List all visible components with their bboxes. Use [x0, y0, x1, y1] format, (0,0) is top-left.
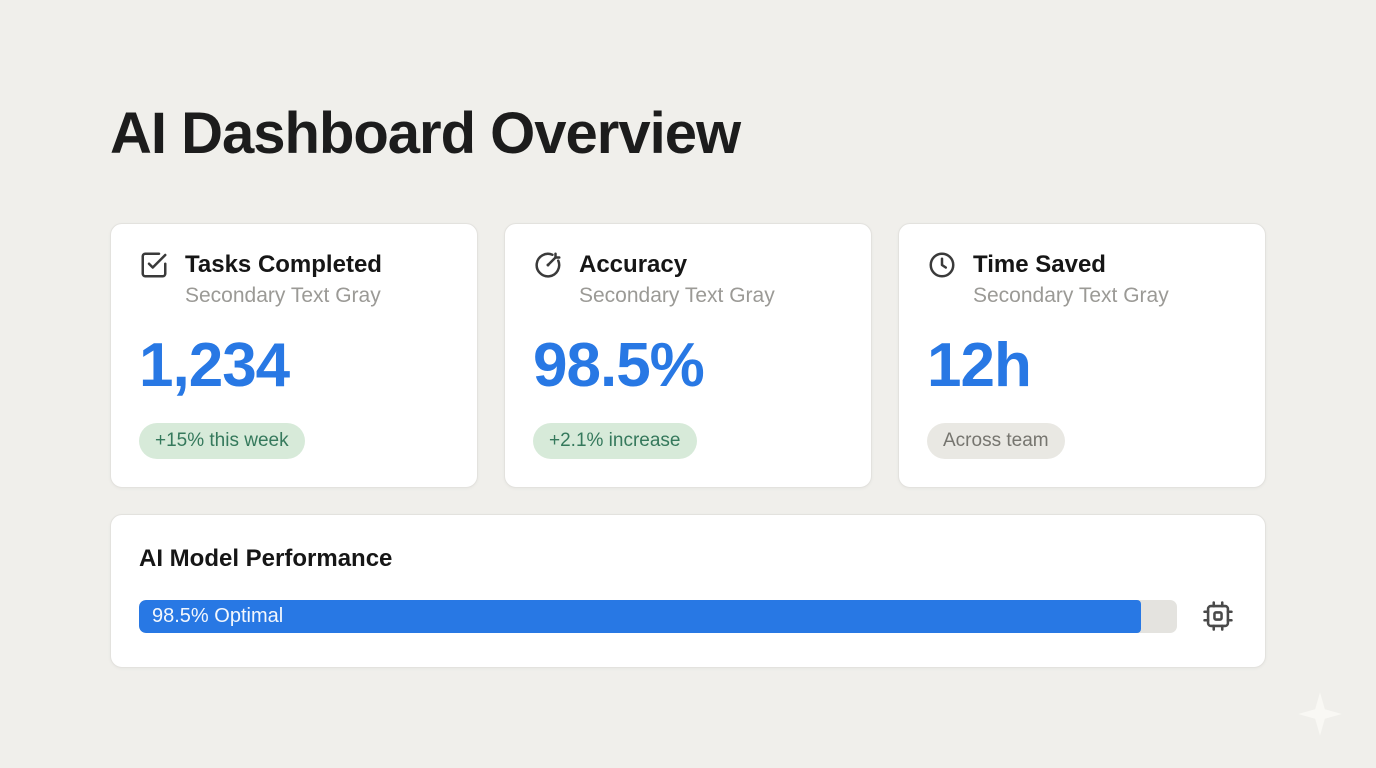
- card-title: Time Saved: [973, 251, 1106, 278]
- performance-progress-bar: 98.5% Optimal: [139, 599, 1177, 633]
- progress-label: 98.5% Optimal: [152, 604, 284, 627]
- page-title: AI Dashboard Overview: [110, 101, 741, 166]
- tasks-completed-card: Tasks Completed Secondary Text Gray 1,23…: [110, 223, 478, 488]
- card-badge: +15% this week: [139, 423, 305, 459]
- card-title: Accuracy: [579, 251, 688, 278]
- card-value: 98.5%: [533, 331, 705, 400]
- target-icon: [533, 250, 563, 280]
- clock-icon: [927, 250, 957, 280]
- progress-fill: 98.5% Optimal: [139, 599, 1141, 633]
- card-badge: +2.1% increase: [533, 423, 697, 459]
- dashboard-page: AI Dashboard Overview Tasks Completed Se…: [110, 101, 1266, 668]
- accuracy-card: Accuracy Secondary Text Gray 98.5% +2.1%…: [504, 223, 872, 488]
- card-subtitle: Secondary Text Gray: [579, 284, 775, 307]
- time-saved-card: Time Saved Secondary Text Gray 12h Acros…: [898, 223, 1266, 488]
- card-subtitle: Secondary Text Gray: [973, 284, 1169, 307]
- card-badge: Across team: [927, 423, 1065, 459]
- performance-title: AI Model Performance: [139, 545, 393, 572]
- card-value: 12h: [927, 331, 1032, 400]
- card-header: Tasks Completed: [139, 250, 449, 280]
- performance-row: 98.5% Optimal: [139, 597, 1237, 635]
- card-value: 1,234: [139, 331, 290, 400]
- card-subtitle: Secondary Text Gray: [185, 284, 381, 307]
- stat-cards-row: Tasks Completed Secondary Text Gray 1,23…: [110, 223, 1266, 488]
- cpu-chip-icon[interactable]: [1199, 597, 1237, 635]
- card-title: Tasks Completed: [185, 251, 382, 278]
- card-header: Time Saved: [927, 250, 1237, 280]
- checkbox-check-icon: [139, 250, 169, 280]
- model-performance-card: AI Model Performance 98.5% Optimal: [110, 514, 1266, 668]
- card-header: Accuracy: [533, 250, 843, 280]
- sparkle-icon: [1298, 692, 1342, 736]
